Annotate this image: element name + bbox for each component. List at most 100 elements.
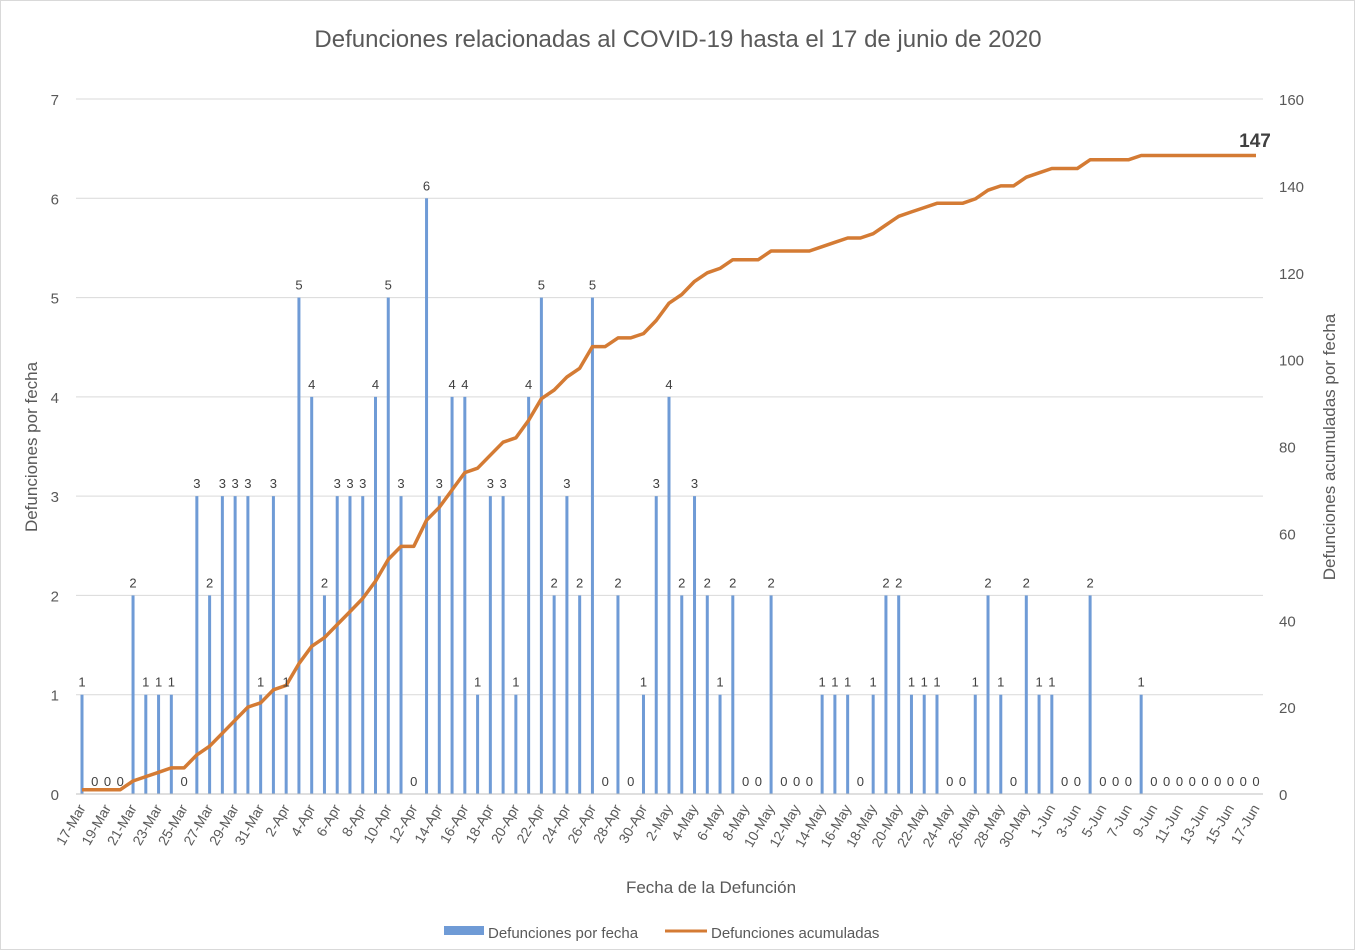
bar-value-label: 2 <box>984 575 991 590</box>
bar <box>1139 694 1143 794</box>
bar <box>909 694 913 794</box>
bar <box>884 595 888 794</box>
bar <box>348 496 352 794</box>
bar-value-label: 0 <box>410 774 417 789</box>
bar-value-label: 1 <box>716 675 723 690</box>
bar-value-label: 0 <box>627 774 634 789</box>
bar-value-label: 1 <box>972 675 979 690</box>
bar <box>169 694 173 794</box>
bar-value-label: 1 <box>921 675 928 690</box>
bar <box>297 297 301 794</box>
bar-value-label: 1 <box>1048 675 1055 690</box>
bar-value-label: 2 <box>129 575 136 590</box>
bar <box>335 496 339 794</box>
bar-value-label: 2 <box>767 575 774 590</box>
bar <box>80 694 84 794</box>
bar-value-label: 5 <box>589 278 596 293</box>
bar-value-label: 0 <box>1125 774 1132 789</box>
bar-value-label: 3 <box>691 476 698 491</box>
bar-value-label: 0 <box>1099 774 1106 789</box>
bar-value-label: 5 <box>295 278 302 293</box>
bar-value-label: 1 <box>512 675 519 690</box>
bar <box>999 694 1003 794</box>
bar-value-label: 0 <box>1201 774 1208 789</box>
bar-value-label: 2 <box>321 575 328 590</box>
cumulative-line <box>82 153 1256 792</box>
bar <box>131 595 135 794</box>
bar-value-label: 0 <box>117 774 124 789</box>
bar <box>565 496 569 794</box>
bar <box>820 694 824 794</box>
bar <box>846 694 850 794</box>
bar-value-label: 3 <box>193 476 200 491</box>
bar <box>399 496 403 794</box>
y-tick-label: 2 <box>51 588 59 605</box>
y2-tick-label: 60 <box>1279 526 1296 543</box>
bar-value-label: 3 <box>244 476 251 491</box>
bar-value-label: 3 <box>346 476 353 491</box>
bar-value-label: 1 <box>819 675 826 690</box>
bar-value-label: 0 <box>742 774 749 789</box>
bar <box>233 496 237 794</box>
bar-value-label: 2 <box>1086 575 1093 590</box>
bar <box>731 595 735 794</box>
bar-value-label: 0 <box>1163 774 1170 789</box>
bar <box>476 694 480 794</box>
y2-tick-label: 0 <box>1279 787 1287 804</box>
bar <box>463 396 467 794</box>
bar <box>705 595 709 794</box>
bar <box>986 595 990 794</box>
bar <box>1088 595 1092 794</box>
bar-value-label: 4 <box>372 377 379 392</box>
legend: Defunciones por fecha Defunciones acumul… <box>444 925 879 942</box>
final-cumulative-label: 147 <box>1239 131 1271 152</box>
bar-value-label: 1 <box>283 675 290 690</box>
bar <box>922 694 926 794</box>
bar-value-label: 0 <box>1227 774 1234 789</box>
bar-value-label: 0 <box>780 774 787 789</box>
bar-value-label: 0 <box>793 774 800 789</box>
bar-value-label: 0 <box>1010 774 1017 789</box>
bar-value-label: 0 <box>1074 774 1081 789</box>
bar <box>680 595 684 794</box>
bar <box>157 694 161 794</box>
bar <box>284 694 288 794</box>
bar-value-label: 1 <box>933 675 940 690</box>
bar <box>667 396 671 794</box>
bar <box>769 595 773 794</box>
bar <box>322 595 326 794</box>
bar <box>654 496 658 794</box>
bar-value-label: 2 <box>1023 575 1030 590</box>
bar <box>488 496 492 794</box>
bar-value-label: 4 <box>525 377 532 392</box>
bar-value-label: 2 <box>895 575 902 590</box>
bar-value-label: 2 <box>882 575 889 590</box>
bar <box>718 694 722 794</box>
bar-value-label: 0 <box>1214 774 1221 789</box>
bar-value-label: 5 <box>538 278 545 293</box>
bar-value-label: 1 <box>997 675 1004 690</box>
bar <box>897 595 901 794</box>
bar-value-label: 1 <box>155 675 162 690</box>
y-axis-title: Defunciones por fecha <box>22 361 41 532</box>
bar-value-label: 3 <box>219 476 226 491</box>
bar-value-label: 0 <box>806 774 813 789</box>
bar-value-label: 3 <box>436 476 443 491</box>
legend-swatch-bars <box>444 926 484 935</box>
bar-value-label: 3 <box>487 476 494 491</box>
bar-value-label: 4 <box>308 377 315 392</box>
y-tick-label: 7 <box>51 92 59 109</box>
bar-value-label: 1 <box>831 675 838 690</box>
bar-value-label: 1 <box>640 675 647 690</box>
bar-value-label: 3 <box>397 476 404 491</box>
x-tick-label: 3-Jun <box>1053 802 1084 840</box>
y2-tick-label: 80 <box>1279 440 1296 457</box>
bar-value-label: 1 <box>474 675 481 690</box>
bar-value-label: 3 <box>653 476 660 491</box>
bar <box>425 198 429 795</box>
y2-axis-title: Defunciones acumuladas por fecha <box>1320 313 1339 580</box>
bar-value-label: 3 <box>359 476 366 491</box>
bar-value-label: 0 <box>857 774 864 789</box>
y2-tick-label: 140 <box>1279 179 1304 196</box>
